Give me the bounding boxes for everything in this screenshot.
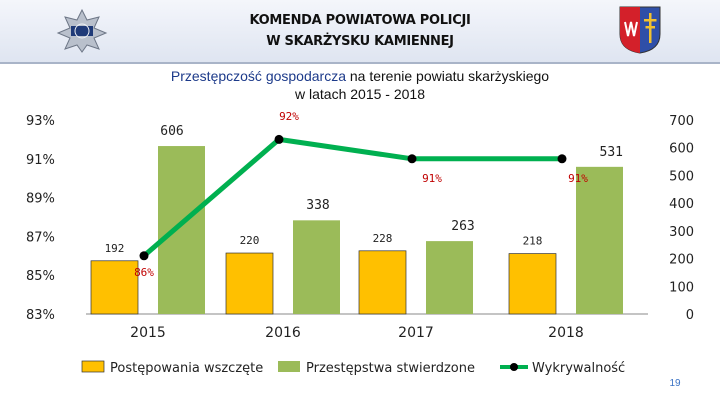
bar-postepowania-wszczete bbox=[225, 252, 274, 315]
bar-przestepstwa-stwierdzone bbox=[158, 146, 205, 314]
right-axis-tick: 0 bbox=[686, 308, 694, 323]
x-axis-tick: 2016 bbox=[265, 325, 301, 341]
data-label-postepowania: 220 bbox=[240, 234, 260, 247]
bar-przestepstwa-stwierdzone bbox=[293, 220, 340, 314]
legend-swatch-przestepstwa bbox=[278, 361, 300, 372]
legend-label-przestepstwa: Przestępstwa stwierdzone bbox=[306, 361, 475, 376]
legend-swatch-postepowania bbox=[81, 360, 105, 373]
chart-title-rest: na terenie powiatu skarżyskiego bbox=[345, 68, 550, 84]
left-axis-tick: 87% bbox=[26, 230, 55, 245]
data-label-przestepstwa: 338 bbox=[306, 198, 329, 213]
chart-title-line2: w latach 2015 - 2018 bbox=[295, 86, 425, 102]
data-label-przestepstwa: 263 bbox=[451, 219, 474, 234]
data-label-wykrywalnosc: 92% bbox=[279, 110, 299, 123]
data-label-przestepstwa: 606 bbox=[160, 124, 183, 139]
x-axis-tick: 2018 bbox=[548, 325, 584, 341]
county-coat-of-arms-icon bbox=[619, 6, 661, 54]
data-label-postepowania: 228 bbox=[373, 232, 393, 245]
marker-wykrywalnosc bbox=[407, 154, 417, 164]
bar-przestepstwa-stwierdzone bbox=[426, 241, 473, 314]
header-title-line1: KOMENDA POWIATOWA POLICJI bbox=[249, 13, 471, 28]
bar-postepowania-wszczete bbox=[358, 250, 407, 315]
slide-header bbox=[0, 0, 720, 62]
right-axis-tick: 400 bbox=[669, 197, 694, 212]
right-axis-tick: 300 bbox=[669, 225, 694, 240]
x-axis-tick: 2017 bbox=[398, 325, 434, 341]
data-label-wykrywalnosc: 91% bbox=[422, 172, 442, 185]
chart-title-highlight: Przestępczość gospodarcza bbox=[170, 68, 346, 84]
line-wykrywalnosc bbox=[142, 136, 562, 258]
data-label-postepowania: 192 bbox=[105, 242, 125, 255]
bar-postepowania-wszczete bbox=[90, 260, 139, 315]
right-axis-tick: 600 bbox=[669, 142, 694, 157]
marker-wykrywalnosc bbox=[139, 251, 149, 261]
data-label-wykrywalnosc: 86% bbox=[134, 266, 154, 279]
data-label-postepowania: 218 bbox=[523, 235, 543, 248]
left-axis-tick: 91% bbox=[26, 153, 55, 168]
left-axis-tick: 85% bbox=[26, 269, 55, 284]
right-axis-tick: 200 bbox=[669, 253, 694, 268]
header-title-line2: W SKARŻYSKU KAMIENNEJ bbox=[266, 34, 454, 49]
right-axis-tick: 500 bbox=[669, 169, 694, 184]
right-axis-tick: 100 bbox=[669, 280, 694, 295]
left-axis-tick: 83% bbox=[26, 308, 55, 323]
legend-label-postepowania: Postępowania wszczęte bbox=[110, 361, 263, 376]
page-number: 19 bbox=[669, 378, 681, 389]
x-axis-tick: 2015 bbox=[130, 325, 166, 341]
left-axis-tick: 89% bbox=[26, 192, 55, 207]
police-badge-icon bbox=[56, 9, 108, 53]
marker-wykrywalnosc bbox=[557, 154, 567, 164]
legend-marker-wykrywalnosc bbox=[510, 363, 518, 371]
data-label-wykrywalnosc: 91% bbox=[568, 172, 588, 185]
data-label-przestepstwa: 531 bbox=[600, 145, 623, 160]
marker-wykrywalnosc bbox=[274, 134, 284, 144]
left-axis-tick: 93% bbox=[26, 114, 55, 129]
legend-label-wykrywalnosc: Wykrywalność bbox=[532, 361, 625, 376]
bar-przestepstwa-stwierdzone bbox=[576, 166, 623, 314]
right-axis-tick: 700 bbox=[669, 114, 694, 129]
bar-postepowania-wszczete bbox=[508, 253, 557, 315]
chart-title-line1: Przestępczość gospodarcza na terenie pow… bbox=[0, 68, 720, 84]
header-divider bbox=[0, 62, 720, 64]
